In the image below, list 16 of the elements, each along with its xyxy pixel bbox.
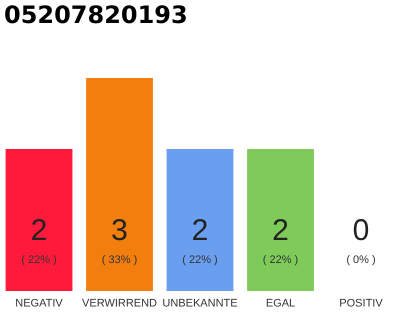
annotation: ( 0% ) [346,254,376,266]
x-tick-label: UNBEKANNTE [162,298,238,310]
x-tick-label: NEGATIV [15,298,64,310]
chart-title: 05207820193 [4,1,188,29]
x-tick-label: VERWIRREND [82,298,158,310]
data-label: 3 [111,214,128,247]
annotation: ( 22% ) [21,254,57,266]
data-label: 0 [352,214,370,247]
data-label: 2 [272,214,289,247]
annotation: ( 22% ) [182,254,218,266]
x-tick-label: EGAL [266,298,296,310]
annotation: ( 33% ) [102,254,138,266]
annotation: ( 22% ) [262,254,298,266]
data-label: 2 [30,214,48,247]
data-label: 2 [192,214,208,247]
x-tick-label: POSITIV [339,298,384,310]
